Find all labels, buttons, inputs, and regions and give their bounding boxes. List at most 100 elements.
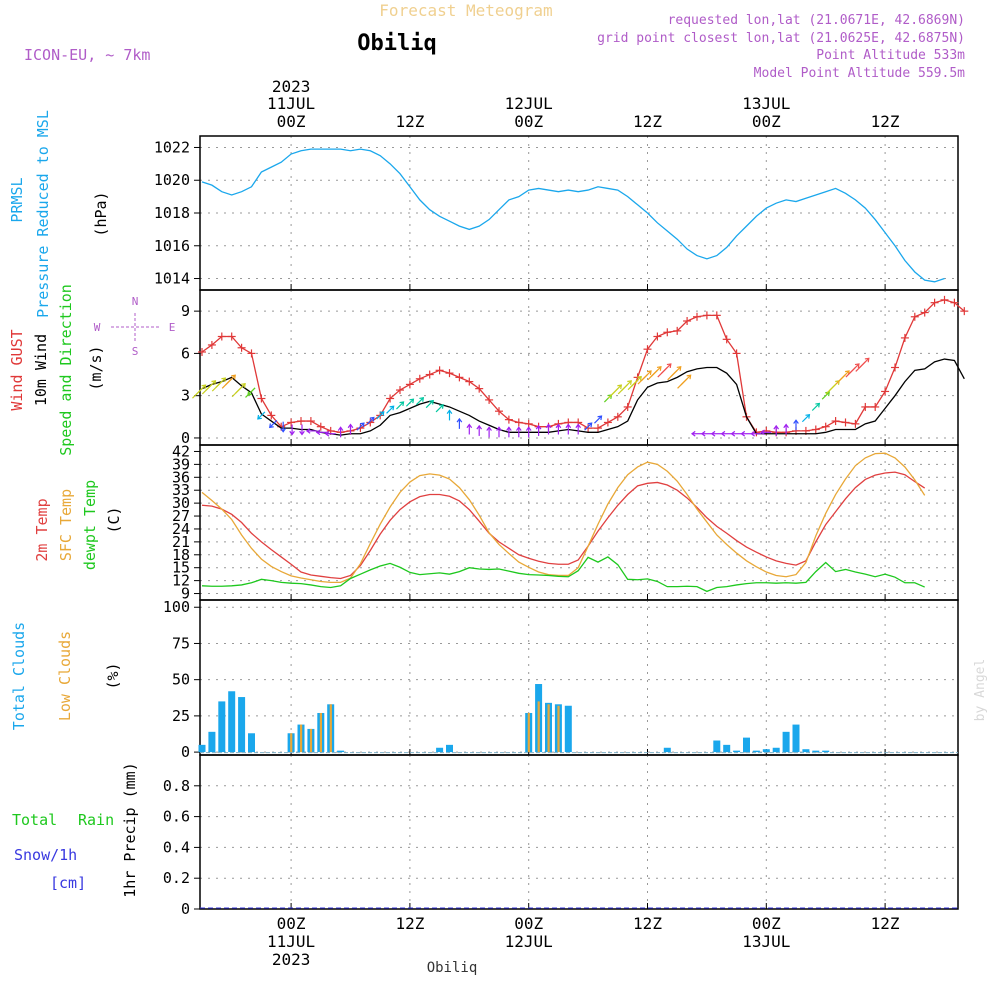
wind-direction-arrow xyxy=(347,423,354,435)
total-cloud-bar xyxy=(782,731,790,753)
wind-arrow-head xyxy=(221,377,227,383)
wind-direction-arrow xyxy=(555,423,562,435)
wind-arrow-head xyxy=(369,416,375,422)
y-tick-label: 12 xyxy=(172,572,190,590)
wind-arrow-head xyxy=(666,363,672,369)
wind-arrow-head xyxy=(446,409,453,414)
wind-direction-arrow xyxy=(515,426,522,438)
wind-direction-arrow xyxy=(773,424,780,436)
compass-north-label: N xyxy=(132,295,139,308)
top-axis-date-label: 12JUL xyxy=(505,94,553,113)
total-cloud-bar xyxy=(713,740,721,753)
panel-frame xyxy=(199,444,959,601)
wind-direction-arrow xyxy=(425,399,434,409)
gust-marker xyxy=(445,369,454,378)
wind-arrow-hatch xyxy=(829,383,837,391)
ylabel-total-clouds: Total Clouds xyxy=(10,622,28,730)
y-tick-label: 18 xyxy=(172,546,190,564)
top-axis-hour-label: 00Z xyxy=(752,112,781,131)
gust-marker xyxy=(247,349,256,358)
gust-marker xyxy=(841,418,850,427)
gust-marker xyxy=(930,298,939,307)
y-tick-label: 9 xyxy=(181,302,190,320)
wind-arrow-head xyxy=(315,429,321,436)
wind-arrow-head xyxy=(597,415,603,421)
gust-marker xyxy=(435,366,444,375)
y-tick-label: 1016 xyxy=(154,237,190,255)
wind-arrow-head xyxy=(627,380,632,385)
gust-marker xyxy=(217,332,226,341)
gust-marker xyxy=(455,373,464,382)
gust-marker xyxy=(425,370,434,379)
wind-arrow-head xyxy=(565,423,572,429)
wind-direction-arrow xyxy=(617,380,632,395)
y-tick-label: 9 xyxy=(181,585,190,603)
y-tick-label: 33 xyxy=(172,481,190,499)
wind-arrow-head xyxy=(359,422,365,428)
wind-arrow-shaft xyxy=(269,419,278,428)
y-tick-label: 1018 xyxy=(154,204,190,222)
total-cloud-bar xyxy=(733,750,741,753)
top-axis-hour-label: 12Z xyxy=(395,112,424,131)
wind-direction-arrow xyxy=(405,398,415,407)
wind-arrow-head xyxy=(730,430,736,437)
total-cloud-bar xyxy=(743,737,750,753)
wind-arrow-shaft xyxy=(811,402,820,411)
y-tick-label: 42 xyxy=(172,442,190,460)
total-cloud-bar xyxy=(436,747,444,753)
series-line-prmsl xyxy=(201,148,945,283)
watermark: by Angel xyxy=(973,659,988,722)
total-cloud-bar xyxy=(218,701,226,753)
wind-direction-arrow xyxy=(584,422,593,431)
gust-marker xyxy=(851,419,860,428)
wind-direction-arrow xyxy=(324,430,336,437)
gust-marker xyxy=(415,374,424,383)
wind-direction-arrow xyxy=(637,370,652,385)
wind-arrow-head xyxy=(686,374,692,380)
wind-arrow-head xyxy=(710,430,716,437)
panel-frame xyxy=(199,754,959,910)
low-cloud-bar xyxy=(309,728,313,753)
total-cloud-bar xyxy=(198,744,206,753)
wind-arrow-shaft xyxy=(435,404,444,413)
y-tick-label: 3 xyxy=(181,387,190,405)
compass-east-label: E xyxy=(169,321,176,334)
wind-arrow-shaft xyxy=(584,422,593,431)
bottom-axis-hour-label: 12Z xyxy=(633,914,662,933)
gust-marker xyxy=(920,308,929,317)
ylabel-wind-gust: Wind GUST xyxy=(8,329,26,410)
wind-direction-arrow xyxy=(415,397,425,406)
wind-arrow-hatch xyxy=(641,374,648,381)
wind-arrow-head xyxy=(700,430,706,437)
wind-direction-arrow xyxy=(386,405,395,414)
y-tick-label: 30 xyxy=(172,494,190,512)
gust-marker xyxy=(821,422,830,431)
wind-arrow-hatch xyxy=(631,379,639,387)
wind-arrow-head xyxy=(506,426,512,431)
wind-arrow-shaft xyxy=(396,401,404,410)
y-tick-label: 21 xyxy=(172,533,190,551)
ylabel-cloud-unit: (%) xyxy=(104,662,122,689)
wind-arrow-shaft xyxy=(425,400,434,409)
gust-marker xyxy=(910,312,919,321)
top-axis-date-label: 13JUL xyxy=(742,94,790,113)
ylabel-snow-unit: [cm] xyxy=(50,874,86,892)
wind-arrow-head xyxy=(289,430,295,436)
wind-arrow-head xyxy=(676,366,682,371)
wind-arrow-hatch xyxy=(225,378,233,386)
wind-direction-arrow xyxy=(496,426,502,438)
gust-marker xyxy=(584,424,593,433)
y-tick-label: 36 xyxy=(172,468,190,486)
total-cloud-bar xyxy=(228,691,236,753)
gust-marker xyxy=(900,333,909,342)
top-axis-hour-label: 12Z xyxy=(871,112,900,131)
wind-direction-arrow xyxy=(211,377,227,392)
gust-marker xyxy=(663,328,672,337)
wind-direction-arrow xyxy=(657,363,672,378)
top-axis-date-label: 11JUL xyxy=(267,94,315,113)
bottom-location-label: Obiliq xyxy=(427,960,478,976)
wind-arrow-hatch xyxy=(848,367,856,374)
compass-rose: N S W E xyxy=(94,295,176,358)
